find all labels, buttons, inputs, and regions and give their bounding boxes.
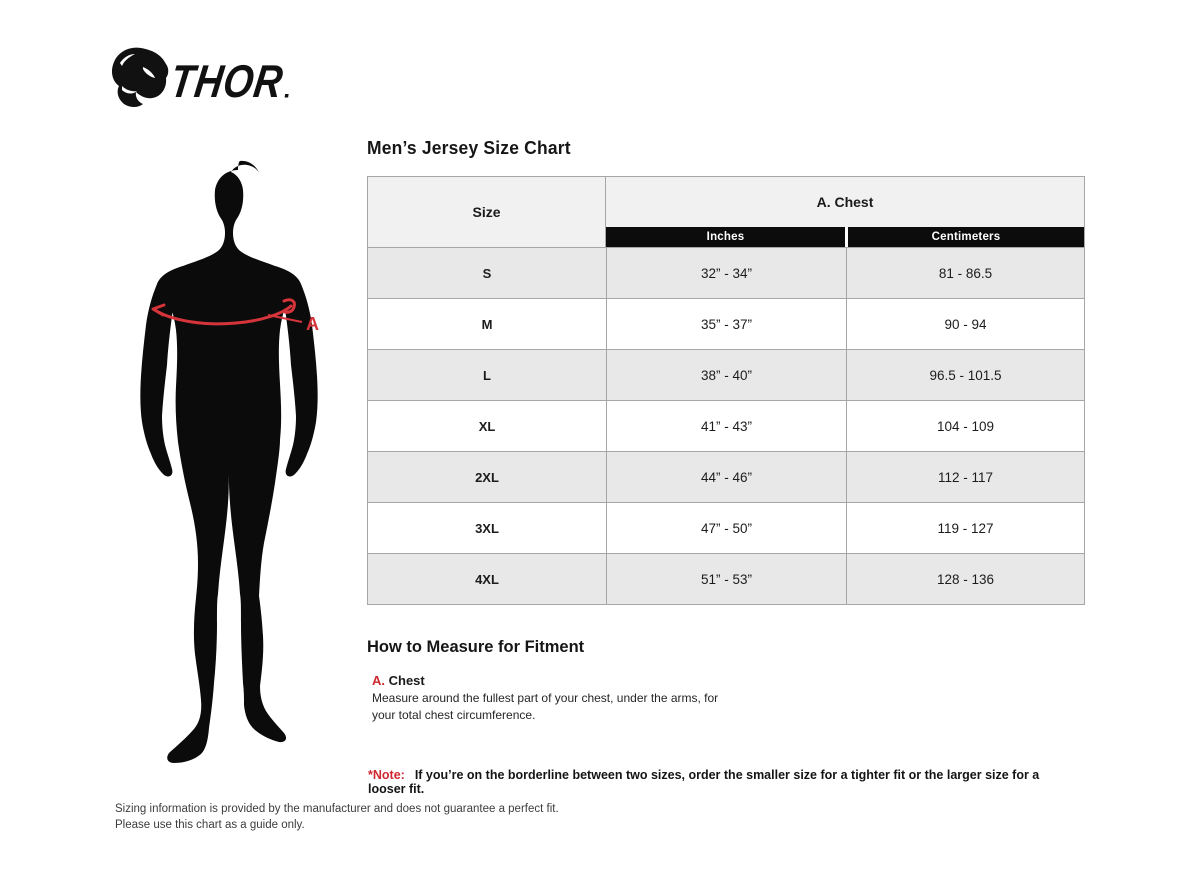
size-table-row: 4XL 51” - 53” 128 - 136 bbox=[368, 553, 1084, 604]
size-table-header: Size A. Chest Inches Centimeters bbox=[368, 177, 1084, 247]
size-cell: L bbox=[483, 367, 491, 383]
left-arm-silhouette bbox=[140, 266, 183, 477]
page-title: Men’s Jersey Size Chart bbox=[367, 138, 571, 158]
measure-item-description: Measure around the fullest part of your … bbox=[372, 691, 719, 722]
inches-cell: 47” - 50” bbox=[606, 503, 846, 553]
inches-cell: 51” - 53” bbox=[606, 554, 846, 604]
note-text: If you’re on the borderline between two … bbox=[368, 768, 1040, 796]
measure-item-title: A. Chest bbox=[372, 673, 425, 688]
thor-logo-graphic: THOR bbox=[111, 47, 289, 107]
measure-section-heading: How to Measure for Fitment bbox=[367, 637, 585, 656]
size-table-row: XL 41” - 43” 104 - 109 bbox=[368, 400, 1084, 451]
fit-note: *Note: If you’re on the borderline betwee… bbox=[368, 768, 1048, 796]
chest-measurement-line: A bbox=[151, 298, 319, 334]
inches-cell: 41” - 43” bbox=[606, 401, 846, 451]
measure-item-letter: A. bbox=[372, 673, 385, 688]
centimeters-cell: 104 - 109 bbox=[846, 401, 1084, 451]
thor-logo-text: THOR bbox=[167, 55, 289, 107]
svg-text:THOR: THOR bbox=[167, 55, 286, 107]
measurement-figure: A bbox=[110, 158, 352, 782]
size-cell: XL bbox=[478, 418, 496, 434]
size-table: Size A. Chest Inches Centimeters S 32” -… bbox=[367, 176, 1085, 605]
centimeters-cell: 96.5 - 101.5 bbox=[846, 350, 1084, 400]
inches-cell: 32” - 34” bbox=[606, 248, 846, 298]
inches-cell: 38” - 40” bbox=[606, 350, 846, 400]
centimeters-cell: 119 - 127 bbox=[846, 503, 1084, 553]
size-table-row: L 38” - 40” 96.5 - 101.5 bbox=[368, 349, 1084, 400]
disclaimer-line-1: Sizing information is provided by the ma… bbox=[115, 803, 559, 815]
size-column-header: Size bbox=[368, 177, 606, 247]
right-arm-silhouette bbox=[275, 266, 318, 477]
size-table-body: S 32” - 34” 81 - 86.5 M 35” - 37” 90 - 9… bbox=[368, 247, 1084, 604]
centimeters-cell: 112 - 117 bbox=[846, 452, 1084, 502]
inches-cell: 44” - 46” bbox=[606, 452, 846, 502]
size-cell: 4XL bbox=[475, 571, 499, 587]
thor-logo: THOR bbox=[110, 45, 300, 111]
body-silhouette bbox=[163, 160, 295, 763]
goat-head-icon bbox=[111, 47, 169, 107]
size-cell: S bbox=[482, 265, 492, 281]
size-table-row: 2XL 44” - 46” 112 - 117 bbox=[368, 451, 1084, 502]
chest-column-group: A. Chest Inches Centimeters bbox=[606, 177, 1084, 247]
centimeters-cell: 128 - 136 bbox=[846, 554, 1084, 604]
size-cell: 3XL bbox=[475, 520, 499, 536]
chest-group-header: A. Chest bbox=[606, 177, 1084, 227]
size-table-row: 3XL 47” - 50” 119 - 127 bbox=[368, 502, 1084, 553]
inches-cell: 35” - 37” bbox=[606, 299, 846, 349]
unit-header-bars: Inches Centimeters bbox=[606, 227, 1084, 247]
inches-column-header: Inches bbox=[606, 227, 845, 247]
centimeters-cell: 81 - 86.5 bbox=[846, 248, 1084, 298]
disclaimer-footer: Sizing information is provided by the ma… bbox=[115, 801, 559, 833]
centimeters-column-header: Centimeters bbox=[845, 227, 1084, 247]
size-cell: 2XL bbox=[475, 469, 499, 485]
size-table-row: S 32” - 34” 81 - 86.5 bbox=[368, 247, 1084, 298]
centimeters-cell: 90 - 94 bbox=[846, 299, 1084, 349]
size-cell: M bbox=[481, 316, 493, 332]
disclaimer-line-2: Please use this chart as a guide only. bbox=[115, 819, 305, 831]
male-silhouette-graphic: A bbox=[140, 160, 319, 763]
size-table-row: M 35” - 37” 90 - 94 bbox=[368, 298, 1084, 349]
note-label: *Note: bbox=[368, 768, 405, 782]
measure-item-name: Chest bbox=[388, 673, 425, 688]
chest-point-label: A bbox=[306, 314, 319, 334]
